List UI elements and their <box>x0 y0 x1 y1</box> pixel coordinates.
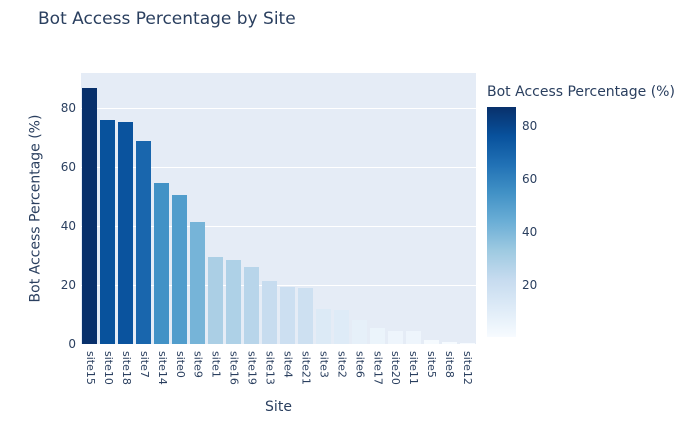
y-tick-label-80: 80 <box>60 101 76 116</box>
bar-site16[interactable] <box>226 260 242 344</box>
chart-title: Bot Access Percentage by Site <box>38 9 296 29</box>
bar-site12[interactable] <box>459 342 475 344</box>
x-tick-label-site14: site14 <box>155 351 169 385</box>
bar-site15[interactable] <box>82 87 98 344</box>
bar-site2[interactable] <box>333 310 349 344</box>
x-tick-label-site13: site13 <box>263 351 277 385</box>
bar-site4[interactable] <box>279 286 295 344</box>
x-tick-label-site8: site8 <box>443 351 457 378</box>
x-tick-label-site11: site11 <box>407 351 421 385</box>
plot-area[interactable] <box>81 73 476 344</box>
x-tick-label-site7: site7 <box>137 351 151 378</box>
bar-site19[interactable] <box>244 267 260 344</box>
x-tick-label-site18: site18 <box>119 351 133 385</box>
bar-site6[interactable] <box>351 320 367 344</box>
y-tick-label-0: 0 <box>68 337 76 351</box>
bar-site13[interactable] <box>262 280 278 344</box>
colorbar-gradient <box>487 107 516 337</box>
y-tick-label-20: 20 <box>60 278 76 293</box>
x-tick-label-site21: site21 <box>299 351 313 385</box>
x-tick-label-site15: site15 <box>83 351 97 385</box>
x-tick-label-site9: site9 <box>191 351 205 378</box>
x-tick-label-site6: site6 <box>353 351 367 378</box>
x-tick-label-site4: site4 <box>281 351 295 378</box>
bar-site8[interactable] <box>441 341 457 344</box>
x-tick-label-site19: site19 <box>245 351 259 385</box>
x-tick-label-site3: site3 <box>317 351 331 378</box>
bar-site10[interactable] <box>100 120 116 344</box>
bar-site7[interactable] <box>136 140 152 344</box>
x-tick-label-site10: site10 <box>101 351 115 385</box>
x-tick-label-site5: site5 <box>425 351 439 378</box>
grid-line-60 <box>81 167 476 169</box>
colorbar-tick-label-20: 20 <box>522 278 538 293</box>
bar-site11[interactable] <box>405 330 421 344</box>
grid-line-20 <box>81 285 476 287</box>
bar-site18[interactable] <box>118 121 134 344</box>
x-tick-label-site2: site2 <box>335 351 349 378</box>
bar-site1[interactable] <box>208 257 224 344</box>
x-tick-label-site1: site1 <box>209 351 223 378</box>
grid-line-40 <box>81 226 476 228</box>
x-tick-label-site20: site20 <box>389 351 403 385</box>
bar-site5[interactable] <box>423 340 439 344</box>
x-tick-label-site0: site0 <box>173 351 187 378</box>
colorbar-title: Bot Access Percentage (%) <box>487 84 675 100</box>
bar-site0[interactable] <box>172 195 188 344</box>
colorbar-tick-label-60: 60 <box>522 171 538 186</box>
bar-site3[interactable] <box>315 308 331 344</box>
bar-site9[interactable] <box>190 221 206 344</box>
y-tick-label-60: 60 <box>60 160 76 175</box>
bar-site14[interactable] <box>154 183 170 344</box>
bar-site17[interactable] <box>369 327 385 344</box>
y-tick-label-40: 40 <box>60 219 76 234</box>
y-axis-title: Bot Access Percentage (%) <box>27 114 44 303</box>
colorbar-tick-label-40: 40 <box>522 224 538 239</box>
x-tick-label-site16: site16 <box>227 351 241 385</box>
x-axis-title: Site <box>265 399 292 415</box>
grid-line-80 <box>81 108 476 110</box>
bar-site20[interactable] <box>387 330 403 344</box>
x-tick-label-site12: site12 <box>461 351 475 385</box>
x-tick-label-site17: site17 <box>371 351 385 385</box>
colorbar-tick-label-80: 80 <box>522 118 538 133</box>
bar-site21[interactable] <box>297 288 313 344</box>
